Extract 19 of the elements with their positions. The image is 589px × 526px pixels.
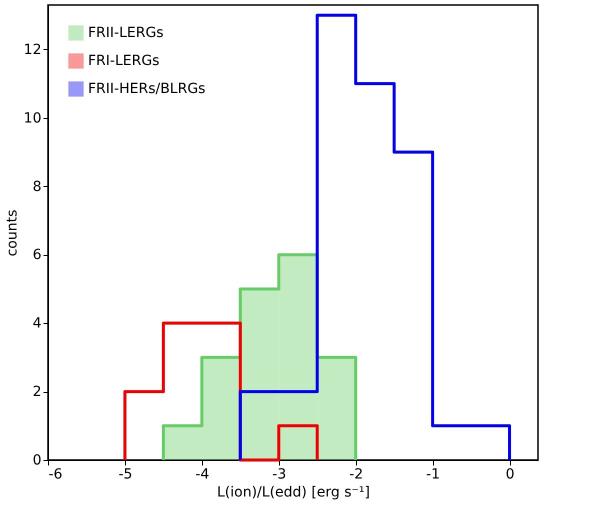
x-tick-label: -6 bbox=[48, 466, 63, 482]
y-tick-label: 8 bbox=[32, 178, 42, 195]
x-tick-label: -5 bbox=[118, 466, 132, 482]
legend-label: FRII-LERGs bbox=[88, 25, 164, 41]
legend-label: FRI-LERGs bbox=[88, 53, 160, 69]
x-tick-label: -1 bbox=[426, 466, 440, 482]
y-tick-label: 10 bbox=[24, 110, 42, 126]
y-tick-label: 6 bbox=[32, 247, 42, 264]
y-axis-title: counts bbox=[4, 210, 21, 256]
legend-label: FRII-HERs/BLRGs bbox=[88, 81, 206, 97]
y-tick-label: 2 bbox=[32, 384, 42, 400]
x-tick-label: 0 bbox=[506, 466, 514, 482]
x-tick-label: -2 bbox=[349, 466, 364, 482]
y-tick-label: 12 bbox=[24, 42, 42, 58]
y-tick-label: 0 bbox=[32, 452, 42, 468]
x-tick-label: -4 bbox=[195, 466, 210, 482]
x-tick-label: -3 bbox=[272, 466, 286, 482]
y-tick-label: 4 bbox=[32, 316, 42, 332]
x-axis-title: L(ion)/L(edd) [erg s⁻¹] bbox=[216, 484, 370, 500]
